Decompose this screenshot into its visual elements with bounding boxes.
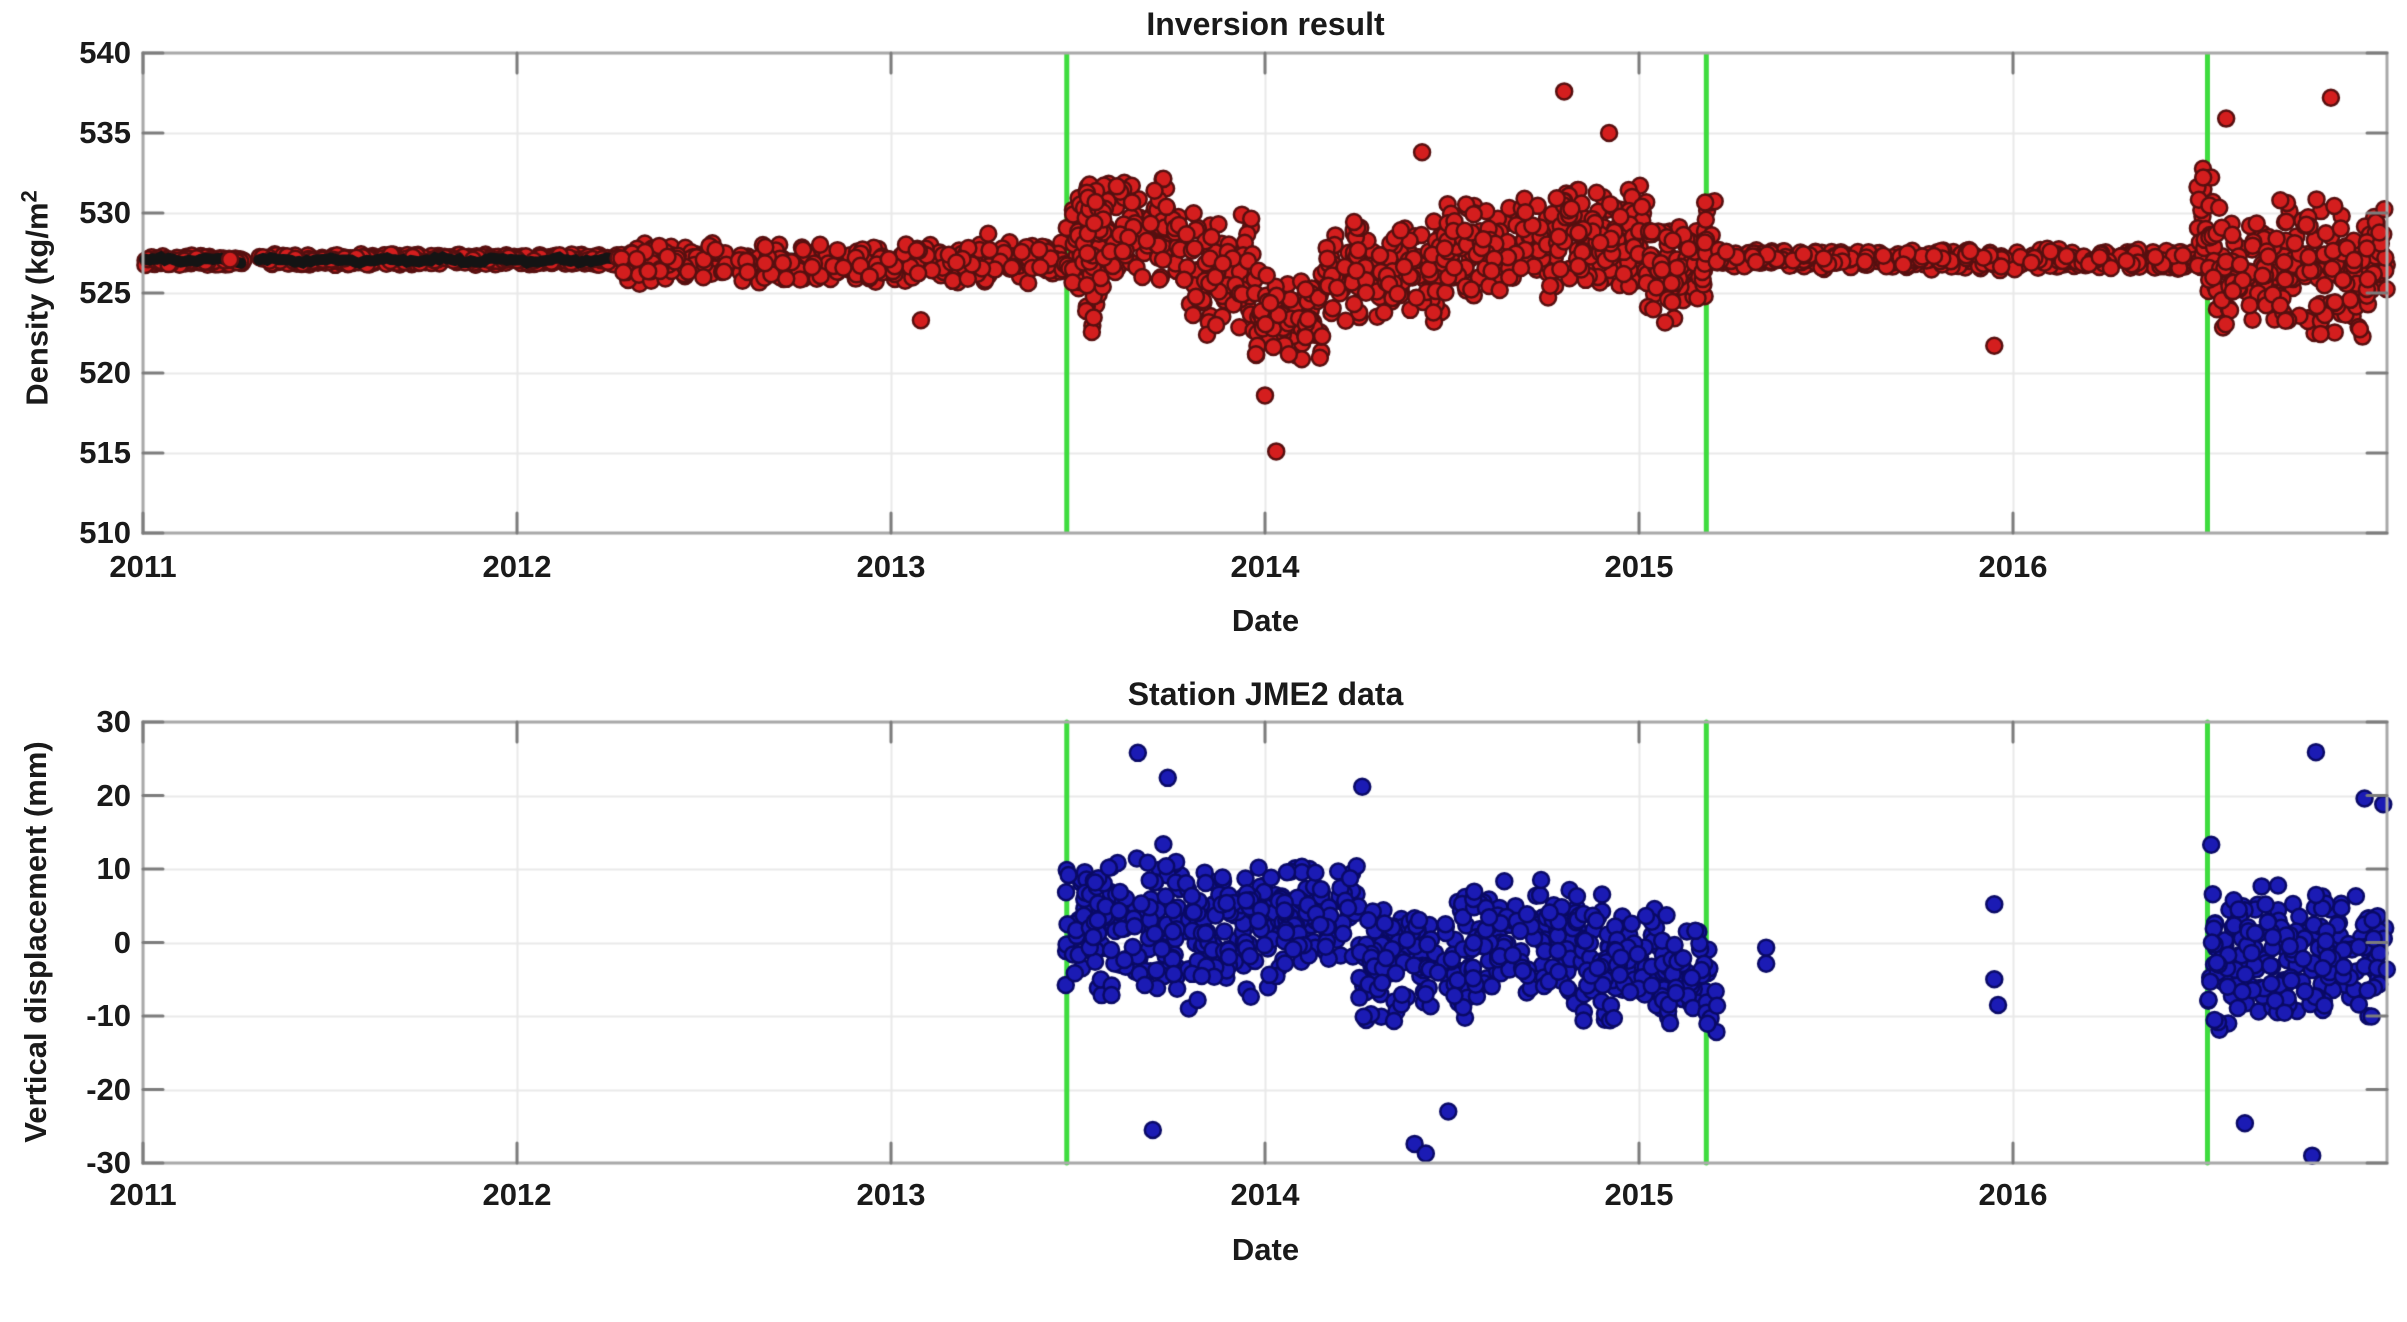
station-jme2-xtick-2016: 2016 (1978, 1177, 2048, 1212)
inversion-result-xtick-2014: 2014 (1230, 549, 1300, 584)
station-jme2-ytick-30: 30 (96, 704, 131, 739)
top-chart-title: Inversion result (1146, 6, 1385, 42)
station-jme2-xtick-2012: 2012 (482, 1177, 552, 1212)
inversion-result-xtick-2011: 2011 (109, 549, 177, 584)
inversion-result-ytick-525: 525 (79, 275, 131, 310)
station-jme2-xtick-2011: 2011 (109, 1177, 177, 1212)
inversion-result-xtick-2012: 2012 (482, 549, 552, 584)
station-jme2-ytick--30: -30 (86, 1145, 131, 1180)
inversion-result-ytick-520: 520 (79, 355, 131, 390)
inversion-result-xtick-2016: 2016 (1978, 549, 2048, 584)
inversion-result-xtick-2013: 2013 (856, 549, 926, 584)
inversion-result-ytick-510: 510 (79, 515, 131, 550)
top-chart-xlabel: Date (1231, 603, 1300, 638)
inversion-result-ytick-515: 515 (79, 435, 131, 470)
station-jme2-xtick-2015: 2015 (1604, 1177, 1674, 1212)
station-jme2-xtick-2014: 2014 (1230, 1177, 1300, 1212)
station-jme2-ytick-10: 10 (96, 851, 131, 886)
station-jme2-ytick--10: -10 (86, 998, 131, 1033)
bottom-chart-title: Station JME2 data (1127, 676, 1404, 712)
inversion-result-ytick-535: 535 (79, 115, 131, 150)
inversion-result-xtick-2015: 2015 (1604, 549, 1674, 584)
inversion-result-ytick-530: 530 (79, 195, 131, 230)
station-jme2-ytick--20: -20 (86, 1071, 131, 1107)
station-jme2-xtick-2013: 2013 (856, 1177, 926, 1212)
station-jme2-ytick-20: 20 (96, 777, 131, 813)
station-jme2-ytick-0: 0 (113, 924, 131, 960)
inversion-result-ytick-540: 540 (79, 35, 131, 70)
bottom-chart-xlabel: Date (1231, 1232, 1300, 1267)
